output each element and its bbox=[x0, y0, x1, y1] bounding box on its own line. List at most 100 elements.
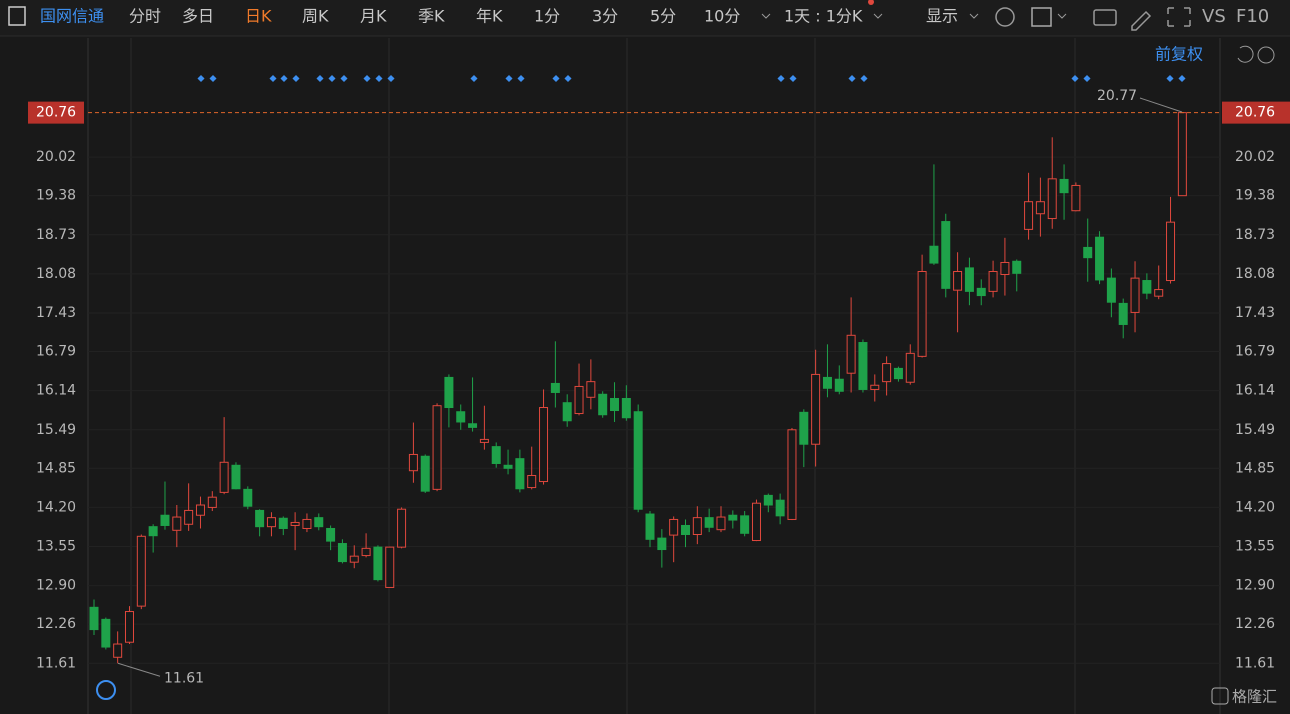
y-tick-label: 17.43 bbox=[36, 305, 76, 321]
period-tab[interactable]: 季K bbox=[418, 7, 445, 26]
draw-icon[interactable] bbox=[1131, 10, 1152, 31]
candle-body bbox=[610, 397, 620, 412]
event-marker[interactable] bbox=[340, 74, 348, 83]
vs-button[interactable]: VS bbox=[1202, 6, 1226, 27]
candle-body bbox=[882, 363, 892, 383]
y-tick-label: 14.85 bbox=[36, 460, 76, 476]
event-marker[interactable] bbox=[209, 74, 217, 83]
y-tick-label: 12.90 bbox=[36, 578, 76, 594]
candle-body bbox=[373, 546, 383, 581]
y-tick-label: 11.61 bbox=[36, 655, 76, 671]
period-tab[interactable]: 多日 bbox=[182, 7, 214, 26]
event-marker[interactable] bbox=[316, 74, 324, 83]
y-tick-label: 18.73 bbox=[36, 227, 76, 243]
adjust-mode[interactable]: 前复权 bbox=[1155, 45, 1203, 64]
event-marker[interactable] bbox=[517, 74, 525, 83]
event-marker[interactable] bbox=[387, 74, 395, 83]
last-price-box bbox=[28, 101, 84, 124]
event-marker[interactable] bbox=[860, 74, 868, 83]
event-marker[interactable] bbox=[328, 74, 336, 83]
chevrons bbox=[761, 13, 1067, 19]
search-icon[interactable] bbox=[96, 680, 116, 700]
event-marker[interactable] bbox=[269, 74, 277, 83]
candle-body bbox=[1154, 289, 1164, 297]
interval-select[interactable]: 1天 : 1分K bbox=[784, 7, 863, 26]
y-tick-label: 16.79 bbox=[36, 344, 76, 360]
layout-icon[interactable] bbox=[1031, 7, 1052, 27]
period-tab[interactable]: 周K bbox=[302, 7, 329, 26]
candle-body bbox=[822, 376, 832, 389]
event-marker[interactable] bbox=[292, 74, 300, 83]
event-marker[interactable] bbox=[1071, 74, 1079, 83]
candle-body bbox=[1118, 302, 1128, 325]
candle-body bbox=[953, 271, 963, 291]
candle-body bbox=[195, 504, 205, 516]
display-menu[interactable]: 显示 bbox=[926, 7, 958, 26]
candle-body bbox=[1095, 236, 1105, 281]
event-marker[interactable] bbox=[197, 74, 205, 83]
candle-body bbox=[669, 518, 679, 536]
y-tick-label-right: 16.79 bbox=[1235, 344, 1275, 360]
candle-body bbox=[397, 508, 407, 548]
candle-body bbox=[704, 517, 714, 528]
candle-body bbox=[728, 514, 738, 521]
period-tab[interactable]: 年K bbox=[476, 7, 503, 26]
event-marker[interactable] bbox=[848, 74, 856, 83]
y-tick-label: 14.20 bbox=[36, 499, 76, 515]
candle-body bbox=[1142, 280, 1152, 294]
watermark: 格隆汇 bbox=[1232, 688, 1277, 706]
candle-body bbox=[101, 618, 111, 648]
event-marker[interactable] bbox=[375, 74, 383, 83]
candle-body bbox=[1047, 178, 1057, 220]
event-marker[interactable] bbox=[564, 74, 572, 83]
y-tick-label-right: 16.14 bbox=[1235, 383, 1275, 399]
y-tick-label-right: 12.26 bbox=[1235, 616, 1275, 632]
candle-body bbox=[456, 411, 466, 423]
candle-body bbox=[846, 334, 856, 374]
candle-body bbox=[905, 352, 915, 383]
sidebar-toggle[interactable] bbox=[8, 6, 26, 26]
period-tab[interactable]: 月K bbox=[360, 7, 387, 26]
y-tick-label: 20.02 bbox=[36, 149, 76, 165]
candle-body bbox=[361, 547, 371, 557]
y-tick-label-right: 13.55 bbox=[1235, 539, 1275, 555]
f10-button[interactable]: F10 bbox=[1236, 6, 1269, 27]
candle-body bbox=[432, 405, 442, 490]
event-marker[interactable] bbox=[1178, 74, 1186, 83]
period-tab[interactable]: 1分 bbox=[534, 7, 560, 26]
event-marker[interactable] bbox=[505, 74, 513, 83]
settings-icon[interactable] bbox=[995, 7, 1015, 27]
period-tab[interactable]: 10分 bbox=[704, 7, 740, 26]
candle-body bbox=[988, 271, 998, 292]
candle-body bbox=[763, 494, 773, 506]
event-marker[interactable] bbox=[789, 74, 797, 83]
stock-name[interactable]: 国网信通 bbox=[40, 7, 104, 26]
event-marker[interactable] bbox=[280, 74, 288, 83]
y-tick-label-right: 18.08 bbox=[1235, 266, 1275, 282]
fullscreen-icon[interactable] bbox=[1167, 7, 1191, 27]
y-tick-label-right: 11.61 bbox=[1235, 655, 1275, 671]
y-tick-label-right: 19.38 bbox=[1235, 188, 1275, 204]
event-marker[interactable] bbox=[777, 74, 785, 83]
high-pointer bbox=[1139, 97, 1183, 113]
candle-body bbox=[479, 438, 489, 443]
candle-body bbox=[941, 221, 951, 289]
candle-body bbox=[1166, 221, 1176, 282]
camera-icon[interactable] bbox=[1093, 9, 1117, 26]
reset-icon[interactable] bbox=[1237, 45, 1254, 63]
event-marker[interactable] bbox=[1166, 74, 1174, 83]
candle-body bbox=[527, 475, 537, 489]
period-tab[interactable]: 分时 bbox=[129, 7, 161, 26]
event-marker[interactable] bbox=[1083, 74, 1091, 83]
period-tab[interactable]: 3分 bbox=[592, 7, 618, 26]
candle-body bbox=[834, 378, 844, 392]
candle-body bbox=[787, 429, 797, 520]
zoom-out[interactable] bbox=[1257, 46, 1275, 64]
event-marker[interactable] bbox=[470, 74, 478, 83]
event-marker[interactable] bbox=[552, 74, 560, 83]
period-tab[interactable]: 5分 bbox=[650, 7, 676, 26]
candle-body bbox=[1071, 184, 1081, 212]
notice-dot bbox=[868, 0, 874, 5]
period-tab[interactable]: 日K bbox=[245, 7, 272, 26]
event-marker[interactable] bbox=[363, 74, 371, 83]
